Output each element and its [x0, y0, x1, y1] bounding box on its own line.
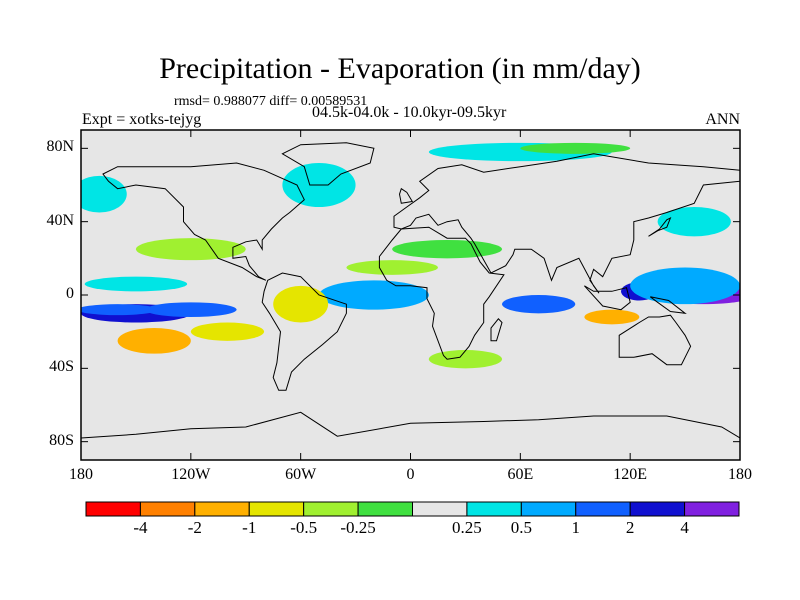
anomaly-region: [273, 285, 329, 323]
coastline-uk: [398, 187, 414, 204]
season-label: ANN: [705, 111, 740, 128]
colorbar-label: -0.5: [290, 518, 318, 537]
colorbar-label: 0.25: [452, 518, 482, 537]
coastline-antarctica: [81, 411, 740, 460]
anomaly-region: [318, 280, 429, 310]
y-tick-label: 40S: [49, 358, 74, 376]
coastline-north-america: [102, 162, 305, 281]
anomaly-region: [520, 142, 631, 154]
colorbar-swatch: [575, 501, 631, 517]
anomaly-field: [81, 142, 740, 369]
colorbar-label: -4: [133, 518, 148, 537]
coastline-greenland: [281, 142, 375, 186]
colorbar-swatch: [629, 501, 686, 517]
colorbar-swatch: [520, 501, 577, 517]
x-tick-label: 120E: [613, 466, 648, 483]
y-tick-label: 40N: [46, 211, 74, 229]
x-tick-label: 0: [406, 466, 415, 483]
colorbar-swatch: [357, 501, 414, 517]
anomaly-region: [630, 267, 740, 305]
colorbar-label: -1: [242, 518, 257, 537]
anomaly-region: [81, 304, 158, 316]
colorbar-label: 2: [625, 518, 635, 537]
anomaly-region: [657, 207, 731, 237]
colorbar-swatch: [194, 501, 250, 517]
coastline-south-america: [261, 272, 347, 391]
x-tick-label: 60W: [285, 466, 317, 483]
y-tick-label: 80S: [49, 431, 74, 449]
colorbar-swatch: [139, 501, 196, 517]
colorbar-label: 4: [680, 518, 689, 537]
coastline-new-guinea: [649, 296, 687, 315]
coastlines: [81, 142, 740, 460]
colorbar-swatch: [303, 501, 359, 517]
colorbar-swatch: [85, 501, 141, 517]
experiment-label: Expt = xotks-tejyg: [82, 111, 202, 128]
x-tick-label: 180: [69, 466, 93, 483]
anomaly-region: [117, 328, 191, 354]
anomaly-region: [584, 309, 640, 325]
chart-title: Precipitation - Evaporation (in mm/day): [159, 52, 641, 85]
anomaly-region: [392, 240, 503, 259]
anomaly-region: [346, 260, 438, 275]
anomaly-region: [84, 276, 188, 292]
colorbar-label: 0.5: [510, 518, 532, 537]
coastline-australia: [618, 314, 692, 366]
stats-label: rmsd= 0.988077 diff= 0.00589531: [174, 94, 368, 109]
colorbar-label: -2: [187, 518, 202, 537]
period-label: 04.5k-04.0k - 10.0kyr-09.5kyr: [312, 104, 507, 121]
colorbar-swatch: [412, 501, 468, 517]
y-tick-label: 80N: [46, 138, 74, 156]
y-tick-label: 0: [66, 285, 74, 302]
coastline-indonesia: [584, 285, 631, 311]
anomaly-region: [81, 175, 127, 213]
coastline-eurasia: [393, 153, 740, 294]
anomaly-region: [145, 302, 237, 317]
anomaly-region: [190, 322, 265, 341]
anomaly-region: [428, 350, 503, 369]
x-tick-label: 120W: [171, 466, 211, 483]
anomaly-region: [502, 295, 576, 314]
colorbar-swatch: [248, 501, 305, 517]
colorbar-label: -0.25: [340, 518, 376, 537]
colorbar-swatch: [684, 501, 740, 517]
x-tick-label: 180: [728, 466, 752, 483]
colorbar-swatch: [466, 501, 522, 517]
colorbar-label: 1: [571, 518, 581, 537]
anomaly-region: [135, 238, 246, 261]
x-tick-label: 60E: [507, 466, 534, 483]
coastline-japan: [648, 216, 672, 237]
coastline-africa: [378, 226, 505, 360]
coastline-madagascar: [490, 318, 503, 342]
